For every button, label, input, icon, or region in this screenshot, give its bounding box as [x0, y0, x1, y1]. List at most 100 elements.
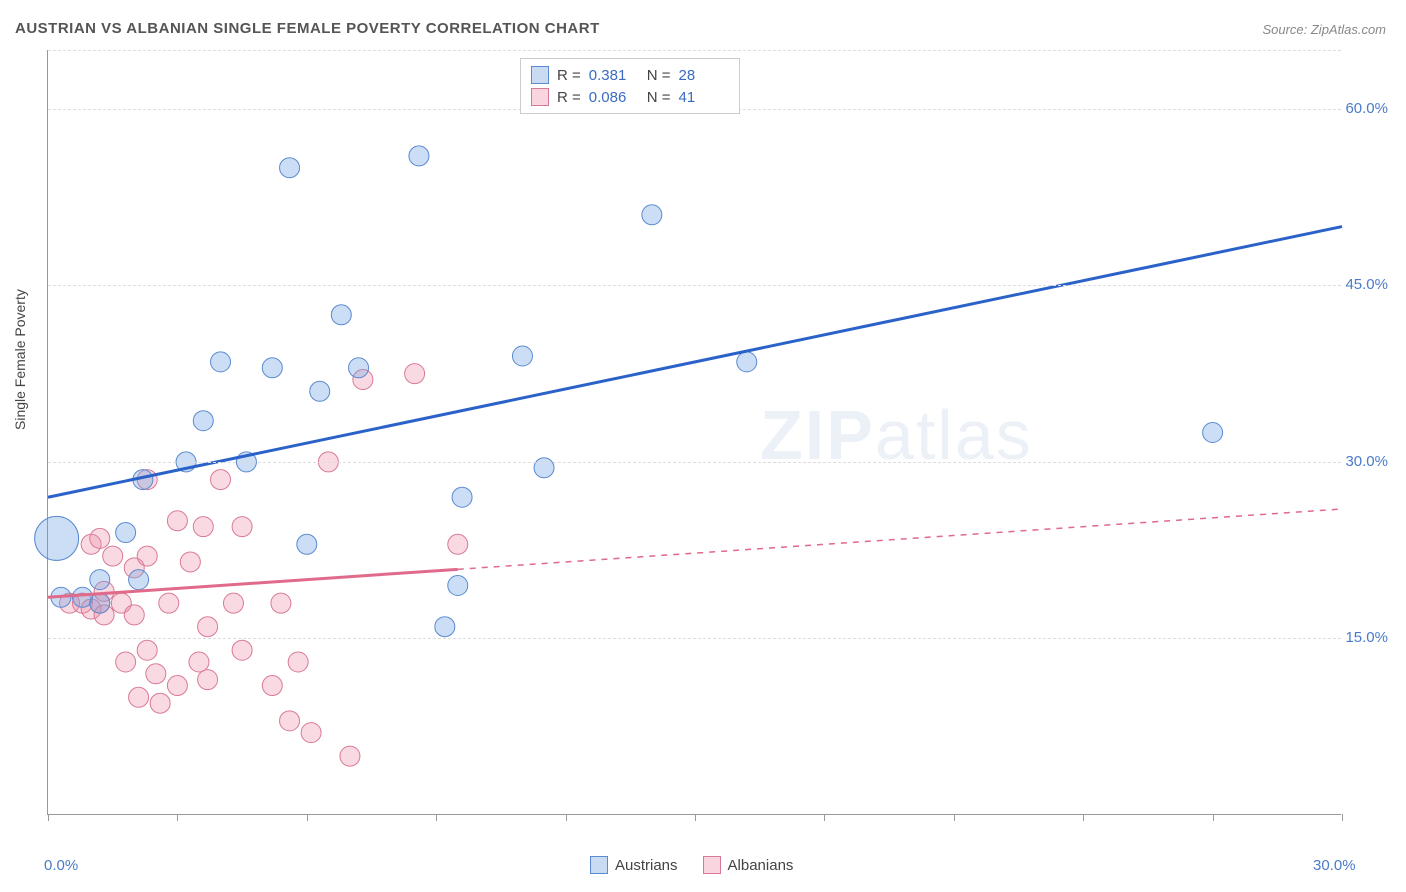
r-label: R =	[557, 89, 581, 106]
data-point-austrian	[90, 593, 110, 613]
legend-label: Albanians	[728, 857, 794, 874]
trendline-albanian-dashed	[458, 509, 1342, 569]
r-value: 0.381	[589, 67, 639, 84]
x-tick	[436, 814, 437, 821]
data-point-austrian	[642, 205, 662, 225]
data-point-albanian	[129, 687, 149, 707]
gridline	[48, 285, 1341, 286]
stats-legend-row: R = 0.381 N = 28	[531, 64, 729, 86]
x-tick-label: 30.0%	[1313, 857, 1356, 874]
data-point-albanian	[124, 605, 144, 625]
n-label: N =	[647, 67, 671, 84]
x-tick	[1213, 814, 1214, 821]
n-label: N =	[647, 89, 671, 106]
gridline	[48, 462, 1341, 463]
data-point-austrian	[90, 570, 110, 590]
stats-legend: R = 0.381 N = 28 R = 0.086 N = 41	[520, 58, 740, 114]
legend-swatch-icon	[531, 88, 549, 106]
data-point-albanian	[189, 652, 209, 672]
r-value: 0.086	[589, 89, 639, 106]
data-point-albanian	[150, 693, 170, 713]
data-point-albanian	[448, 534, 468, 554]
x-tick	[695, 814, 696, 821]
x-tick	[1083, 814, 1084, 821]
data-point-albanian	[90, 528, 110, 548]
series-legend: Austrians Albanians	[590, 856, 793, 874]
legend-item: Austrians	[590, 856, 678, 874]
data-point-albanian	[137, 640, 157, 660]
data-point-albanian	[159, 593, 179, 613]
x-tick	[954, 814, 955, 821]
x-tick-label: 0.0%	[44, 857, 78, 874]
x-tick	[48, 814, 49, 821]
y-tick-label: 30.0%	[1345, 453, 1388, 470]
data-point-albanian	[301, 723, 321, 743]
data-point-austrian	[297, 534, 317, 554]
x-tick	[177, 814, 178, 821]
data-point-albanian	[405, 364, 425, 384]
n-value: 41	[679, 89, 729, 106]
data-point-albanian	[137, 546, 157, 566]
data-point-austrian	[737, 352, 757, 372]
data-point-austrian	[35, 516, 79, 560]
y-tick-label: 45.0%	[1345, 276, 1388, 293]
source-caption: Source: ZipAtlas.com	[1262, 22, 1386, 37]
plot-area	[47, 50, 1341, 815]
data-point-austrian	[193, 411, 213, 431]
legend-label: Austrians	[615, 857, 678, 874]
data-point-albanian	[198, 670, 218, 690]
data-point-albanian	[193, 517, 213, 537]
data-point-albanian	[116, 652, 136, 672]
n-value: 28	[679, 67, 729, 84]
legend-item: Albanians	[703, 856, 794, 874]
data-point-austrian	[211, 352, 231, 372]
data-point-austrian	[534, 458, 554, 478]
data-point-albanian	[223, 593, 243, 613]
x-tick	[307, 814, 308, 821]
data-point-austrian	[1203, 423, 1223, 443]
data-point-albanian	[146, 664, 166, 684]
data-point-austrian	[435, 617, 455, 637]
data-point-austrian	[310, 381, 330, 401]
y-tick-label: 15.0%	[1345, 629, 1388, 646]
data-point-albanian	[232, 640, 252, 660]
legend-swatch-icon	[531, 66, 549, 84]
data-point-albanian	[103, 546, 123, 566]
data-point-austrian	[512, 346, 532, 366]
data-point-albanian	[271, 593, 291, 613]
legend-swatch-icon	[590, 856, 608, 874]
x-tick	[1342, 814, 1343, 821]
legend-swatch-icon	[703, 856, 721, 874]
x-tick	[566, 814, 567, 821]
stats-legend-row: R = 0.086 N = 41	[531, 86, 729, 108]
data-point-austrian	[349, 358, 369, 378]
gridline	[48, 638, 1341, 639]
data-point-albanian	[288, 652, 308, 672]
data-point-austrian	[116, 523, 136, 543]
correlation-chart: AUSTRIAN VS ALBANIAN SINGLE FEMALE POVER…	[0, 0, 1406, 892]
data-point-austrian	[331, 305, 351, 325]
data-point-albanian	[167, 676, 187, 696]
y-axis-label: Single Female Poverty	[12, 289, 28, 430]
data-point-austrian	[280, 158, 300, 178]
data-point-albanian	[211, 470, 231, 490]
data-point-albanian	[180, 552, 200, 572]
r-label: R =	[557, 67, 581, 84]
data-point-albanian	[340, 746, 360, 766]
data-point-albanian	[262, 676, 282, 696]
data-point-albanian	[280, 711, 300, 731]
data-point-albanian	[198, 617, 218, 637]
data-point-austrian	[452, 487, 472, 507]
data-point-albanian	[232, 517, 252, 537]
y-tick-label: 60.0%	[1345, 100, 1388, 117]
trendline-austrian	[48, 227, 1342, 498]
gridline	[48, 50, 1341, 51]
x-tick	[824, 814, 825, 821]
data-point-albanian	[167, 511, 187, 531]
chart-title: AUSTRIAN VS ALBANIAN SINGLE FEMALE POVER…	[15, 20, 600, 37]
data-point-austrian	[448, 576, 468, 596]
data-point-austrian	[129, 570, 149, 590]
data-point-austrian	[409, 146, 429, 166]
plot-svg	[48, 50, 1341, 814]
data-point-austrian	[262, 358, 282, 378]
